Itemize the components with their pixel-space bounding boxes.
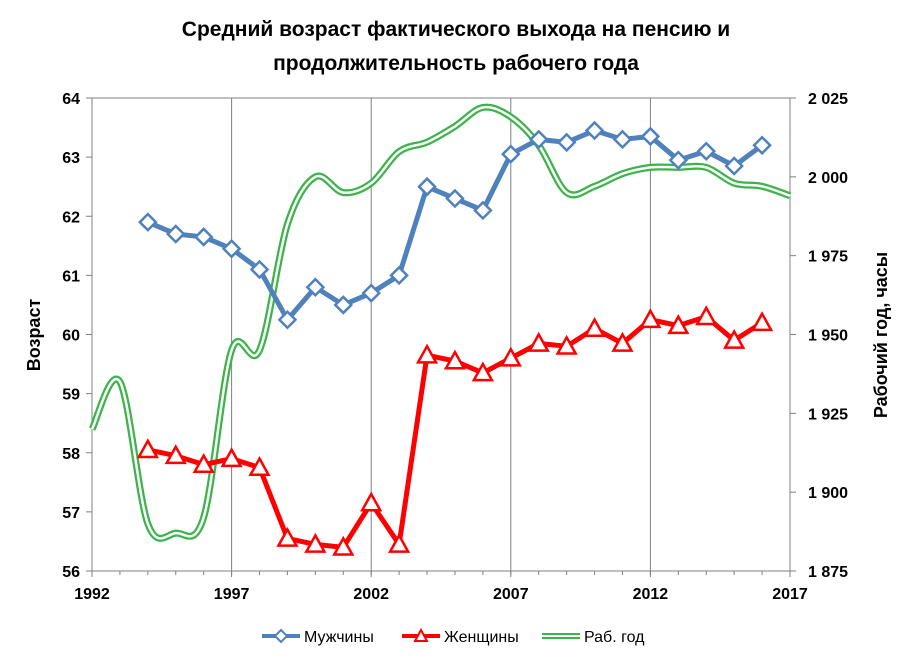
legend: Мужчины Женщины Раб. год: [262, 627, 645, 646]
women-point: [555, 334, 578, 355]
x-tick-label: 1992: [74, 586, 110, 603]
y-right-tick-label: 1 925: [808, 406, 848, 423]
y-left-tick-label: 62: [62, 209, 80, 226]
women-point: [527, 331, 550, 352]
y-left-tick-label: 64: [62, 91, 80, 108]
x-tick-label: 2002: [353, 586, 389, 603]
men-point: [724, 156, 744, 176]
men-point: [417, 176, 437, 197]
women-point: [192, 453, 215, 474]
legend-women-label: Женщины: [444, 629, 519, 646]
women-point: [583, 317, 606, 338]
women-point: [387, 532, 411, 553]
women-point: [750, 311, 774, 332]
y-left-tick-label: 61: [62, 268, 80, 285]
y-right-tick-label: 2 000: [808, 170, 848, 187]
legend-work-label: Раб. год: [584, 629, 645, 646]
y-left-tick-label: 57: [62, 505, 80, 522]
men-point: [752, 135, 772, 156]
legend-women-marker: [413, 627, 429, 642]
men-point: [668, 150, 689, 170]
chart-title-line-1: Средний возраст фактического выхода на п…: [182, 18, 730, 41]
men-point: [473, 200, 493, 221]
women-point: [611, 331, 634, 352]
men-point: [640, 126, 661, 147]
y-left-tick-label: 63: [62, 150, 80, 167]
y-axis-left-title: Возраст: [24, 299, 44, 372]
y-left-tick-label: 60: [62, 328, 80, 345]
y-right-tick-label: 1 875: [808, 564, 848, 581]
women-point: [723, 328, 746, 349]
y-left-tick-label: 56: [62, 564, 80, 581]
x-tick-label: 2012: [633, 586, 669, 603]
men-point: [528, 129, 549, 150]
men-point: [501, 144, 521, 164]
men-point: [389, 265, 409, 286]
women-point: [360, 491, 383, 512]
chart-title-line-2: продолжительность рабочего года: [273, 52, 639, 75]
men-point: [193, 227, 214, 247]
women-point: [136, 438, 159, 459]
women-point: [667, 314, 690, 335]
women-point: [695, 305, 718, 326]
men-point: [612, 129, 633, 150]
x-tick-label: 2017: [772, 586, 808, 603]
men-point: [138, 212, 158, 232]
men-point: [277, 309, 298, 330]
men-point: [333, 295, 354, 315]
women-point: [443, 349, 467, 370]
y-axis-right-title: Рабочий год, часы: [871, 252, 891, 418]
legend-men-marker: [273, 628, 289, 644]
y-right-tick-label: 1 900: [808, 485, 848, 502]
women-point: [415, 343, 439, 364]
y-right-tick-label: 1 950: [808, 328, 848, 345]
series-work-line-inner: [90, 105, 791, 540]
women-point: [471, 361, 495, 382]
men-point: [445, 188, 465, 209]
women-point: [164, 444, 187, 465]
men-point: [361, 283, 381, 303]
women-point: [276, 526, 299, 547]
y-left-tick-label: 59: [62, 387, 80, 404]
women-point: [304, 532, 327, 553]
men-point: [305, 277, 326, 297]
women-point: [639, 308, 662, 329]
y-right-tick-label: 1 975: [808, 249, 848, 266]
axes: 1992 1997 2002 2007 2012 2017 56 57 58 59 60 61 62 63…: [62, 91, 848, 603]
legend-men-label: Мужчины: [304, 629, 374, 646]
women-point: [248, 455, 271, 476]
x-tick-label: 2007: [493, 586, 529, 603]
y-left-tick-label: 58: [62, 446, 80, 463]
men-point: [165, 224, 186, 244]
women-point: [499, 346, 522, 367]
women-point: [332, 535, 355, 556]
men-point: [696, 141, 717, 161]
series: [88, 103, 792, 556]
x-tick-label: 1997: [214, 586, 250, 603]
men-point: [249, 259, 270, 280]
women-point: [220, 447, 243, 468]
men-point: [584, 120, 605, 141]
y-right-tick-label: 2 025: [808, 91, 848, 108]
men-point: [221, 239, 242, 259]
men-point: [556, 132, 577, 153]
